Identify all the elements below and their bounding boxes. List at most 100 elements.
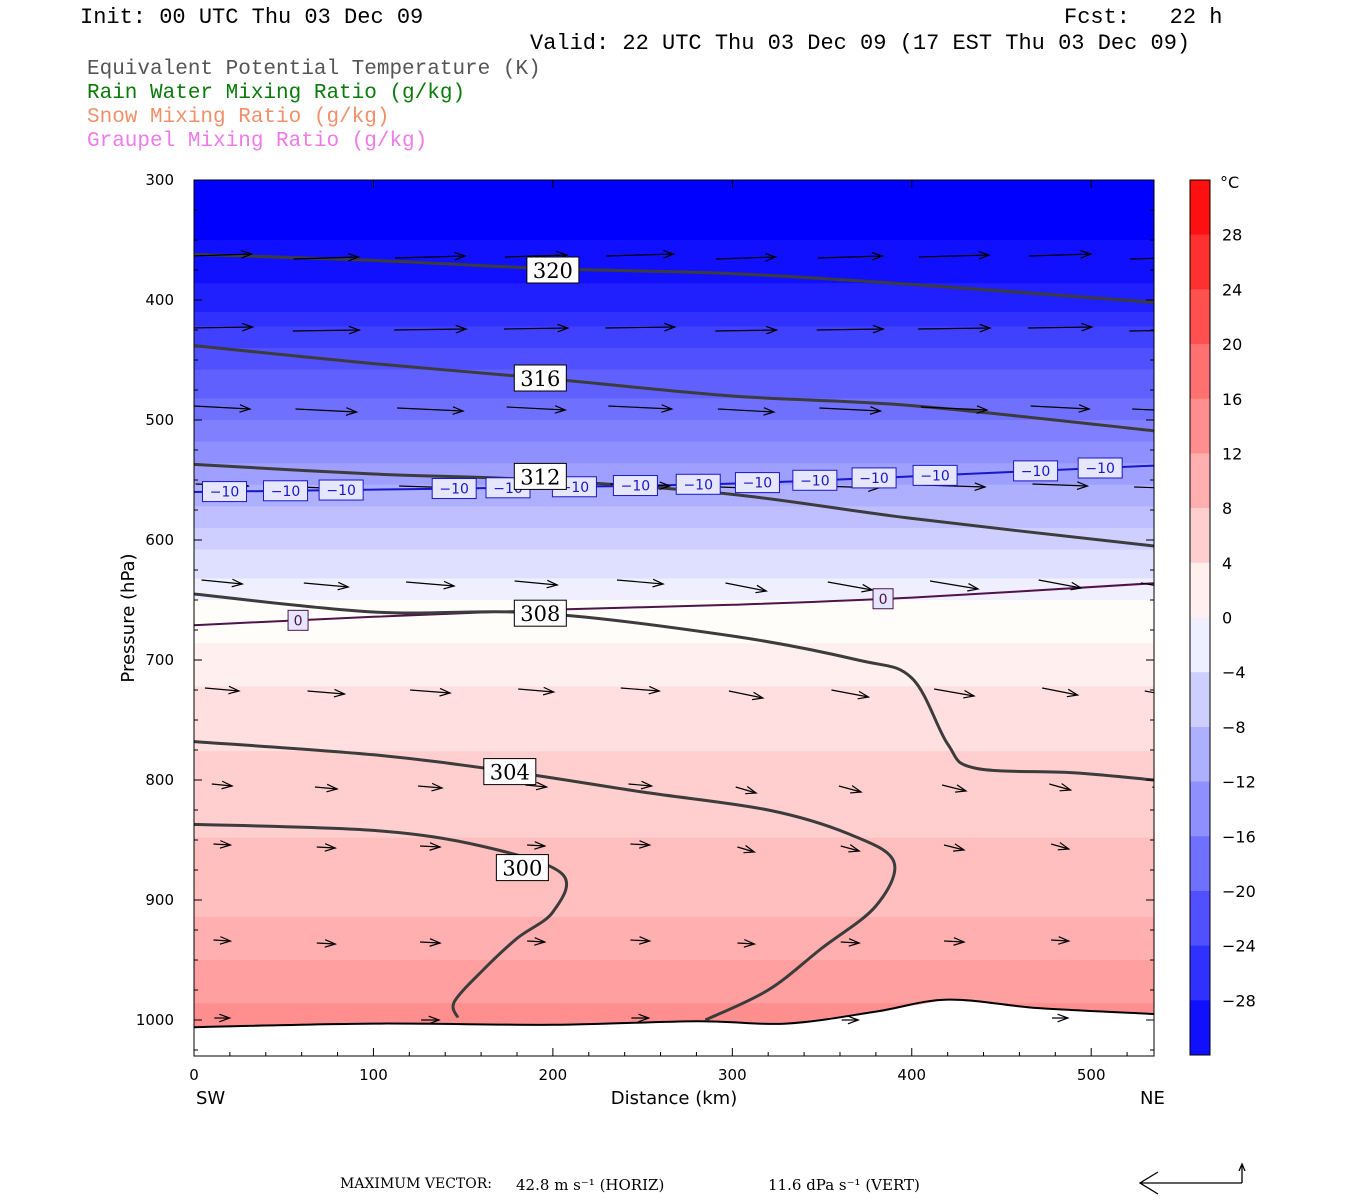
wind-vector bbox=[1051, 939, 1069, 942]
wind-vector-head bbox=[979, 323, 992, 333]
temperature-band bbox=[194, 657, 1154, 666]
wind-vector-head bbox=[857, 690, 871, 700]
temperature-band bbox=[194, 880, 1154, 889]
colorbar-band bbox=[1190, 344, 1210, 400]
isotherm-label: −10 bbox=[743, 476, 773, 492]
colorbar-band bbox=[1190, 617, 1210, 673]
temperature-band bbox=[194, 571, 1154, 579]
temperature-band bbox=[194, 182, 1154, 191]
colorbar-tick-label: 0 bbox=[1222, 609, 1232, 628]
wind-vector bbox=[1027, 326, 1092, 329]
isotherm-label: −10 bbox=[859, 471, 889, 487]
wind-vector bbox=[213, 843, 231, 846]
colorbar-band bbox=[1190, 453, 1210, 509]
colorbar-tick-label: 28 bbox=[1222, 226, 1242, 245]
colorbar-tick-label: 16 bbox=[1222, 390, 1242, 409]
wind-vector-head bbox=[1165, 787, 1176, 794]
theta-e-label-box bbox=[526, 256, 580, 284]
legend-rain-water: Rain Water Mixing Ratio (g/kg) bbox=[87, 82, 466, 105]
wind-vector-head bbox=[848, 844, 861, 853]
colorbar-tick-label: −24 bbox=[1222, 937, 1256, 956]
temperature-band bbox=[194, 715, 1154, 723]
theta-e-label: 320 bbox=[533, 259, 573, 283]
temperature-band bbox=[194, 996, 1154, 1004]
colorbar-tick-label: 12 bbox=[1222, 444, 1242, 463]
wind-vector-head bbox=[955, 784, 968, 793]
wind-vector bbox=[606, 253, 674, 257]
isotherm-line bbox=[194, 582, 1154, 627]
temperature-band bbox=[194, 967, 1154, 975]
colorbar-tick-label: 24 bbox=[1222, 280, 1242, 299]
wind-vector bbox=[204, 687, 239, 692]
wind-vector-head bbox=[659, 481, 672, 490]
wind-vector bbox=[817, 255, 883, 259]
wind-vector bbox=[394, 328, 467, 331]
colorbar-band bbox=[1190, 781, 1210, 837]
colorbar-tick-label: 4 bbox=[1222, 554, 1232, 573]
theta-e-label-box bbox=[495, 854, 549, 882]
temperature-band bbox=[194, 218, 1154, 227]
y-tick-label: 700 bbox=[145, 651, 174, 669]
wind-vectors bbox=[194, 249, 1176, 1025]
wind-vector-head bbox=[743, 844, 757, 854]
plot-frame bbox=[193, 179, 1155, 1057]
temperature-band bbox=[194, 477, 1154, 486]
theta-e-contours bbox=[194, 252, 1154, 1022]
temperature-band bbox=[194, 261, 1154, 270]
temperature-band bbox=[194, 722, 1154, 731]
temperature-band bbox=[194, 254, 1154, 263]
colorbar-band bbox=[1190, 180, 1210, 236]
wind-vector bbox=[293, 256, 359, 260]
wind-vector bbox=[303, 582, 349, 588]
colorbar-tick-label: −20 bbox=[1222, 882, 1256, 901]
wind-vector-head bbox=[228, 685, 241, 695]
temperature-band bbox=[194, 232, 1154, 241]
wind-vector-head bbox=[743, 939, 757, 948]
temperature-band bbox=[194, 204, 1154, 212]
temperature-band bbox=[194, 355, 1154, 363]
isotherm-label-box bbox=[792, 469, 838, 491]
wind-vector bbox=[316, 846, 336, 849]
wind-vector-head bbox=[347, 252, 361, 262]
wind-vector-head bbox=[231, 578, 245, 588]
wind-vector-head bbox=[1076, 481, 1090, 490]
temperature-band bbox=[194, 700, 1154, 709]
temperature-band bbox=[194, 312, 1154, 320]
wind-vector bbox=[518, 688, 554, 693]
wind-vector bbox=[944, 940, 965, 943]
contour-labels: 0 0 −10 −10 −10 −10 −10 −10 −10 −10 −10 −10 −10 −10 −1… bbox=[202, 256, 1123, 882]
wind-vector bbox=[816, 328, 884, 331]
theta-e-label: 308 bbox=[520, 602, 560, 626]
wind-vector bbox=[616, 579, 664, 585]
wind-vector bbox=[410, 689, 451, 694]
isotherm-label-box bbox=[202, 481, 248, 503]
wind-vector bbox=[525, 784, 547, 788]
temperature-band bbox=[194, 319, 1154, 327]
wind-vector-head bbox=[348, 325, 362, 335]
wind-vector-head bbox=[872, 324, 886, 334]
wind-vector bbox=[397, 407, 464, 412]
wind-vector-head bbox=[652, 578, 665, 588]
wind-vector bbox=[605, 326, 675, 329]
wind-vector bbox=[1049, 783, 1071, 791]
wind-vector bbox=[420, 941, 441, 944]
wind-vector-head bbox=[664, 322, 677, 332]
wind-vector bbox=[725, 582, 767, 592]
theta-e-label-box bbox=[513, 599, 567, 627]
wind-vector-head bbox=[848, 938, 861, 947]
isotherm-label: −10 bbox=[683, 477, 713, 493]
temperature-band bbox=[194, 542, 1154, 551]
temperature-band bbox=[194, 333, 1154, 342]
isotherm-label-box bbox=[287, 609, 309, 631]
wind-vector bbox=[716, 256, 776, 260]
wind-vector-head bbox=[554, 405, 567, 414]
wind-vector-head bbox=[535, 781, 549, 791]
wind-vector bbox=[1032, 483, 1088, 487]
isotherm-label: −10 bbox=[800, 473, 830, 489]
colorbar-band bbox=[1190, 234, 1210, 290]
temperature-band bbox=[194, 758, 1154, 767]
temperature-band bbox=[194, 895, 1154, 903]
isotherm-label: −10 bbox=[1021, 464, 1051, 480]
wind-vector-head bbox=[534, 937, 547, 946]
